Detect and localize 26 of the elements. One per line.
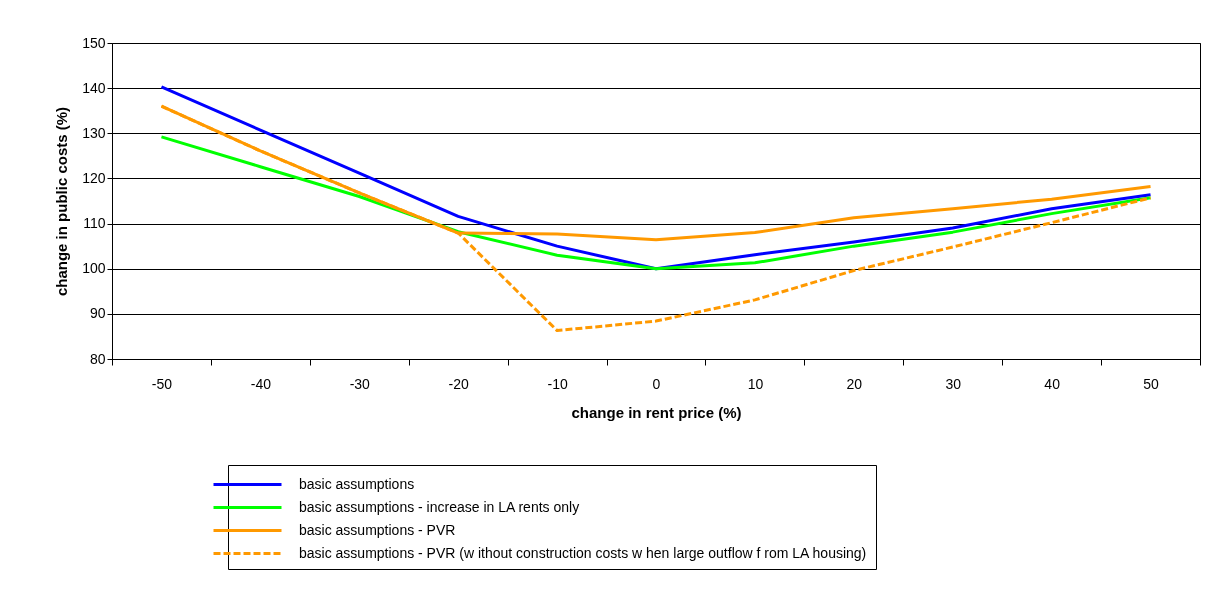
y-tick-label: 110	[83, 215, 106, 232]
x-tick-label: -40	[250, 375, 272, 392]
x-tick-label: 50	[1143, 375, 1160, 392]
x-tick-label: 30	[945, 375, 962, 392]
y-tick-label: 140	[82, 79, 106, 96]
x-tick-label: 0	[652, 375, 661, 392]
x-axis-title: change in rent price (%)	[571, 403, 742, 421]
x-tick-label: 40	[1044, 375, 1061, 392]
legend-label: basic assumptions	[299, 475, 415, 492]
x-tick-label: -30	[349, 375, 371, 392]
x-tick-label: 10	[747, 375, 764, 392]
y-tick-label: 90	[89, 305, 106, 322]
line-series	[159, 135, 1153, 271]
y-tick-label: 80	[89, 350, 106, 367]
x-tick-label: 20	[846, 375, 863, 392]
x-tick-label: -20	[448, 375, 470, 392]
y-tick-label: 100	[82, 260, 106, 277]
y-tick-label: 150	[82, 34, 106, 51]
x-tick-label: -50	[151, 375, 173, 392]
y-tick-label: 130	[82, 124, 106, 141]
x-tick-label: -10	[547, 375, 568, 392]
y-tick-label: 120	[82, 169, 106, 186]
legend-label: basic assumptions - increase in LA rents only	[299, 498, 580, 515]
legend-label: basic assumptions - PVR	[299, 521, 456, 538]
y-axis-title: change in public costs (%)	[53, 106, 71, 297]
legend-label: basic assumptions - PVR (w ithout construction costs w hen large outflow f rom LA housing)	[299, 544, 867, 561]
